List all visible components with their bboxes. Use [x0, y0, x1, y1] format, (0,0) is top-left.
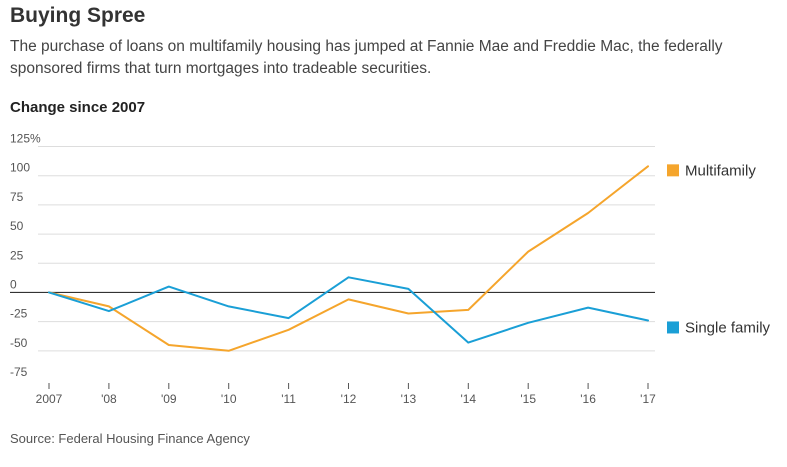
- series-line-single-family: [48, 276, 649, 344]
- x-tick-label: '17: [640, 392, 656, 406]
- legend: Multifamily Single family: [667, 162, 771, 336]
- legend-label: Multifamily: [685, 162, 756, 179]
- legend-swatch: [667, 164, 679, 177]
- x-tick-label: '14: [460, 392, 476, 406]
- x-tick-label: 2007: [36, 392, 63, 406]
- legend-label: Single family: [685, 319, 771, 336]
- y-axis-tick-labels: 125% 100 75 50 25 0 -25 -50 -75: [10, 132, 41, 380]
- x-tick-label: '13: [401, 392, 417, 406]
- chart-subtitle: The purchase of loans on multifamily hou…: [10, 38, 723, 77]
- y-tick-label: 25: [10, 248, 24, 262]
- legend-swatch: [667, 321, 679, 334]
- chart-heading: Change since 2007: [10, 99, 146, 116]
- x-tick-label: '15: [520, 392, 536, 406]
- series-line-multifamily: [48, 165, 649, 352]
- y-tick-label: 50: [10, 219, 24, 233]
- y-tick-label: 75: [10, 190, 24, 204]
- y-tick-label: -75: [10, 365, 28, 379]
- source-note: Source: Federal Housing Finance Agency: [10, 431, 250, 446]
- x-tick-label: '09: [161, 392, 177, 406]
- x-tick-label: '12: [341, 392, 357, 406]
- y-tick-label: 125%: [10, 132, 41, 146]
- y-tick-label: 0: [10, 277, 17, 291]
- series-lines: [48, 165, 649, 352]
- x-tick-label: '11: [281, 392, 296, 406]
- x-tick-label: '16: [580, 392, 596, 406]
- grid-lines: [10, 146, 655, 352]
- x-axis: 2007 '08 '09 '10 '11 '12 '13 '14 '15 '16 '17: [36, 383, 656, 406]
- y-tick-label: -50: [10, 336, 28, 350]
- y-tick-label: -25: [10, 307, 28, 321]
- x-tick-label: '08: [101, 392, 117, 406]
- y-tick-label: 100: [10, 161, 30, 175]
- chart-title: Buying Spree: [10, 4, 146, 27]
- x-tick-label: '10: [221, 392, 237, 406]
